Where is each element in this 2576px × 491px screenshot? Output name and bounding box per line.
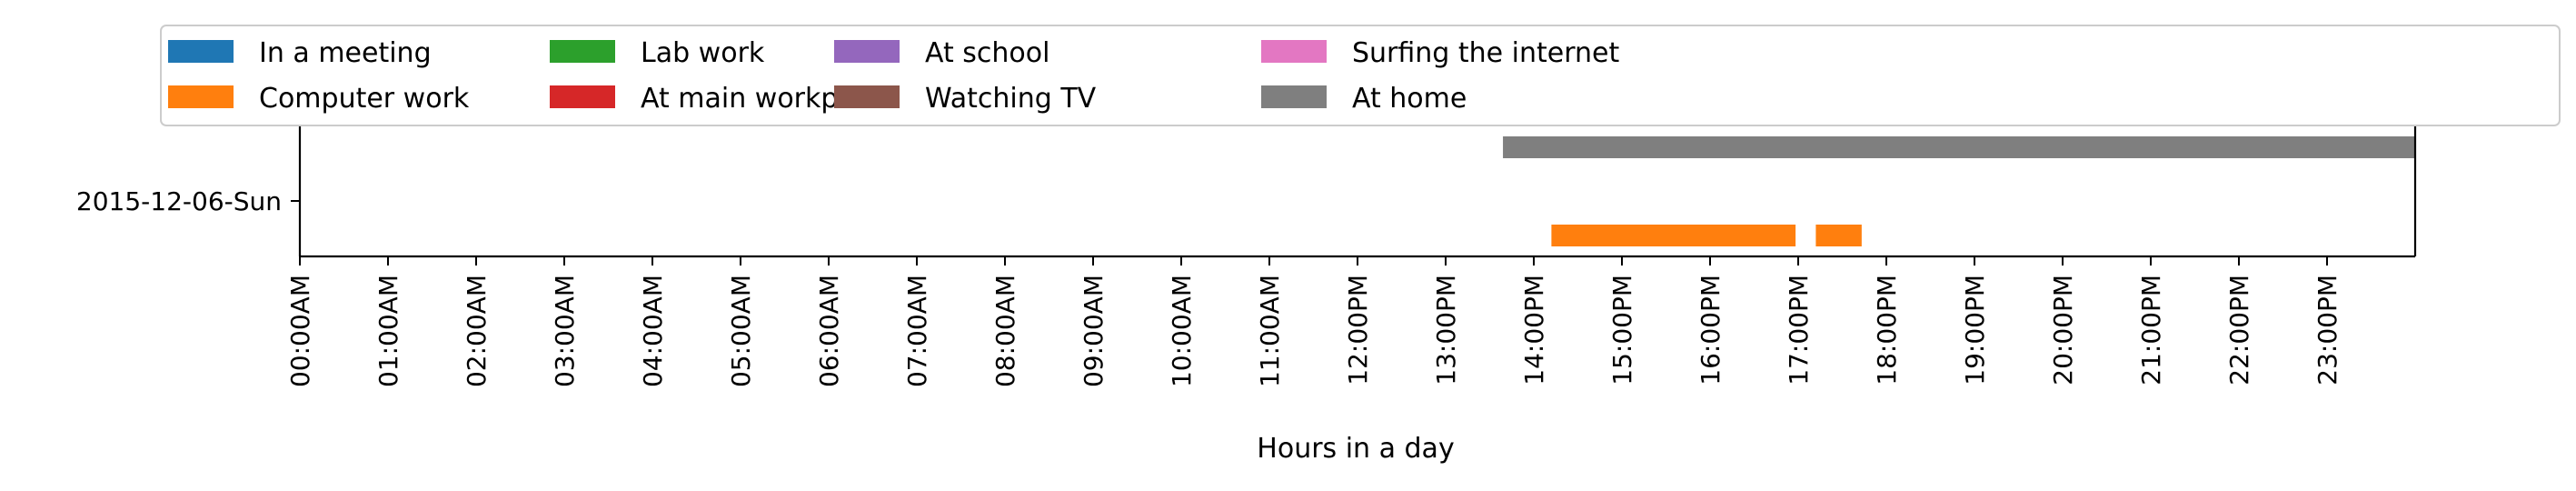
- x-tick-label-16: 16:00PM: [1696, 275, 1726, 386]
- legend-label-computer-work: Computer work: [259, 83, 470, 115]
- x-tick-label-18: 18:00PM: [1872, 275, 1902, 386]
- x-tick-label-17: 17:00PM: [1784, 275, 1814, 386]
- x-tick-label-15: 15:00PM: [1607, 275, 1637, 386]
- x-tick-label-12: 12:00PM: [1343, 275, 1373, 386]
- y-axis: 2015-12-06-Sun: [76, 186, 300, 216]
- legend-swatch-at-main-workplace: [550, 85, 615, 108]
- x-tick-label-23: 23:00PM: [2312, 275, 2342, 386]
- legend-swatch-at-home: [1261, 85, 1327, 108]
- legend-frame: [160, 25, 2561, 126]
- x-tick-label-21: 21:00PM: [2136, 275, 2166, 386]
- legend-swatch-in-a-meeting: [168, 40, 234, 63]
- y-tick-label-0: 2015-12-06-Sun: [76, 186, 282, 216]
- legend-label-surfing-the-internet: Surfing the internet: [1352, 37, 1619, 69]
- x-axis-title: Hours in a day: [1257, 433, 1454, 465]
- plot-area: [298, 125, 2417, 258]
- x-tick-label-7: 07:00AM: [902, 275, 932, 387]
- x-tick-label-20: 20:00PM: [2048, 275, 2078, 386]
- legend-label-at-school: At school: [925, 37, 1049, 69]
- legend-swatch-lab-work: [550, 40, 615, 63]
- legend-label-in-a-meeting: In a meeting: [259, 37, 432, 69]
- segment-computer-work-2: [1815, 225, 1862, 246]
- x-tick-label-9: 09:00AM: [1079, 275, 1109, 387]
- legend-label-lab-work: Lab work: [641, 37, 765, 69]
- legend-swatch-at-school: [834, 40, 900, 63]
- x-tick-label-2: 02:00AM: [462, 275, 492, 387]
- x-tick-label-0: 00:00AM: [285, 275, 315, 387]
- x-tick-label-22: 22:00PM: [2224, 275, 2254, 386]
- x-tick-label-10: 10:00AM: [1167, 275, 1197, 387]
- segment-computer-work-1: [1551, 225, 1796, 246]
- legend-swatch-computer-work: [168, 85, 234, 108]
- x-tick-label-6: 06:00AM: [814, 275, 844, 387]
- x-axis: 00:00AM 01:00AM 02:00AM 03:00AM 04:00AM 05:00…: [285, 256, 2342, 387]
- x-tick-label-3: 03:00AM: [550, 275, 580, 387]
- x-tick-label-8: 08:00AM: [990, 275, 1020, 387]
- x-tick-label-4: 04:00AM: [638, 275, 668, 387]
- x-tick-label-11: 11:00AM: [1255, 275, 1285, 387]
- legend-swatch-watching-tv: [834, 85, 900, 108]
- x-tick-label-13: 13:00PM: [1431, 275, 1461, 386]
- x-tick-label-19: 19:00PM: [1960, 275, 1990, 386]
- legend-label-at-home: At home: [1352, 83, 1467, 115]
- segment-at-home-0: [1503, 136, 2415, 158]
- legend-swatch-surfing-the-internet: [1261, 40, 1327, 63]
- x-tick-label-5: 05:00AM: [726, 275, 756, 387]
- x-tick-label-1: 01:00AM: [373, 275, 403, 387]
- x-tick-label-14: 14:00PM: [1519, 275, 1549, 386]
- legend-label-watching-tv: Watching TV: [925, 83, 1097, 115]
